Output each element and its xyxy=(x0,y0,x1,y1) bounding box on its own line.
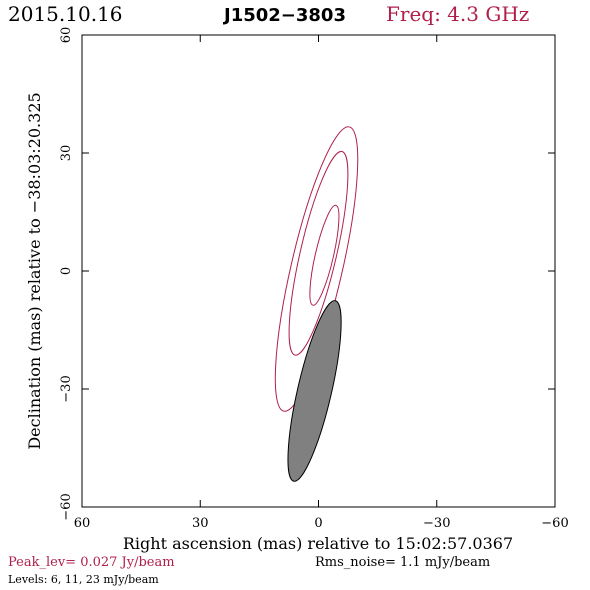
contour-23-mjy xyxy=(309,204,340,306)
x-tick-label: 60 xyxy=(74,516,91,531)
axis-ticks: 60 30 0 −30 −60 −60 −30 0 30 60 xyxy=(59,27,569,531)
beam-ellipse xyxy=(287,300,342,482)
contour-levels: Levels: 6, 11, 23 mJy/beam xyxy=(8,573,159,586)
x-tick-label: 30 xyxy=(192,516,209,531)
observation-date: 2015.10.16 xyxy=(8,2,123,26)
x-axis-label: Right ascension (mas) relative to 15:02:… xyxy=(123,534,513,553)
y-tick-label: 30 xyxy=(59,145,74,162)
x-tick-label: 0 xyxy=(314,516,322,531)
x-tick-label: −30 xyxy=(423,516,450,531)
peak-level: Peak_lev= 0.027 Jy/beam xyxy=(8,555,175,570)
frequency-label: Freq: 4.3 GHz xyxy=(386,2,529,26)
y-tick-label: −30 xyxy=(59,375,74,402)
rms-noise: Rms_noise= 1.1 mJy/beam xyxy=(315,555,490,570)
y-tick-label: 60 xyxy=(59,27,74,44)
x-tick-label: −60 xyxy=(541,516,568,531)
beam-layer xyxy=(287,300,342,482)
contour-11-mjy xyxy=(288,150,349,356)
y-axis-label: Declination (mas) relative to −38:03:20.… xyxy=(25,92,44,449)
source-name: J1502−3803 xyxy=(222,5,346,26)
contour-layer xyxy=(274,126,359,412)
y-tick-label: 0 xyxy=(59,267,74,275)
y-tick-label: −60 xyxy=(59,493,74,520)
contour-6-mjy xyxy=(274,126,359,412)
